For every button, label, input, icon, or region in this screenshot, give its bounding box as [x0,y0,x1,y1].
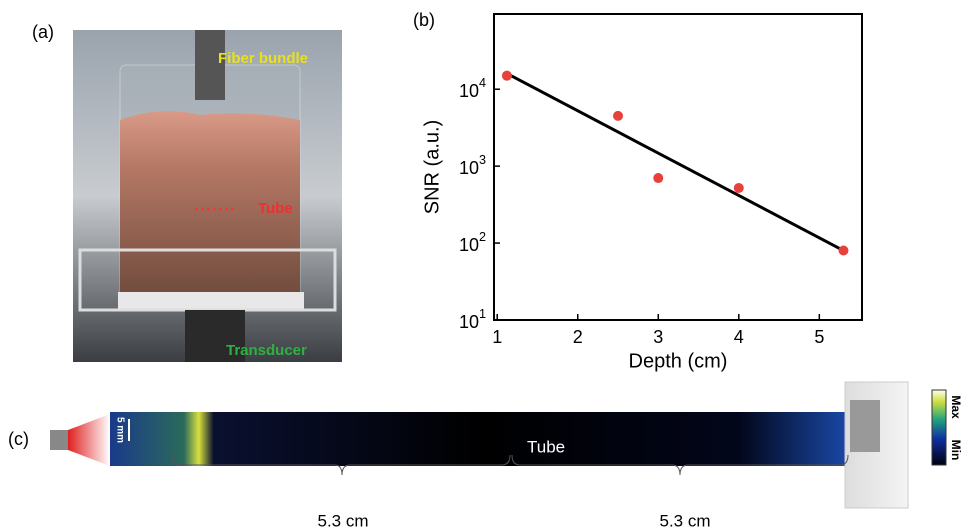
x-tick-label: 1 [492,327,502,347]
chart: 1 2 3 4 5 101 102 103 104 Depth (cm) SNR (a.u.) [421,13,863,372]
x-tick-label: 5 [814,327,824,347]
point [838,245,849,256]
point [733,182,744,193]
point [653,173,664,184]
annotation: Fiber bundle [218,50,308,67]
x-tick-label: 3 [653,327,663,347]
image-strip [50,381,947,509]
fit-line [506,72,845,252]
y-tick-label: 104 [459,77,486,101]
length-label: 5.3 cm [317,511,368,530]
panel-label: (b) [413,10,435,30]
annotation: Tube [527,437,565,456]
x-tick-label: 2 [573,327,583,347]
panel-label: (a) [32,22,54,42]
colorbar-label: Max [949,395,963,419]
annotation: Transducer [226,342,307,359]
point [613,110,624,121]
length-label: 5.3 cm [659,511,710,530]
colorbar-label: Min [949,440,963,461]
y-axis-label: SNR (a.u.) [421,120,443,214]
y-tick-label: 103 [459,153,486,177]
plot-frame [493,13,863,321]
annotation: Tube [258,200,293,217]
x-axis-label: Depth (cm) [629,350,728,372]
y-tick-label: 101 [459,307,486,331]
y-tick-label: 102 [459,230,486,254]
x-tick-label: 4 [734,327,744,347]
point [501,70,512,81]
panel-label: (c) [8,429,29,449]
scale-bar-label: 5 mm [114,417,125,443]
photo [73,30,342,362]
